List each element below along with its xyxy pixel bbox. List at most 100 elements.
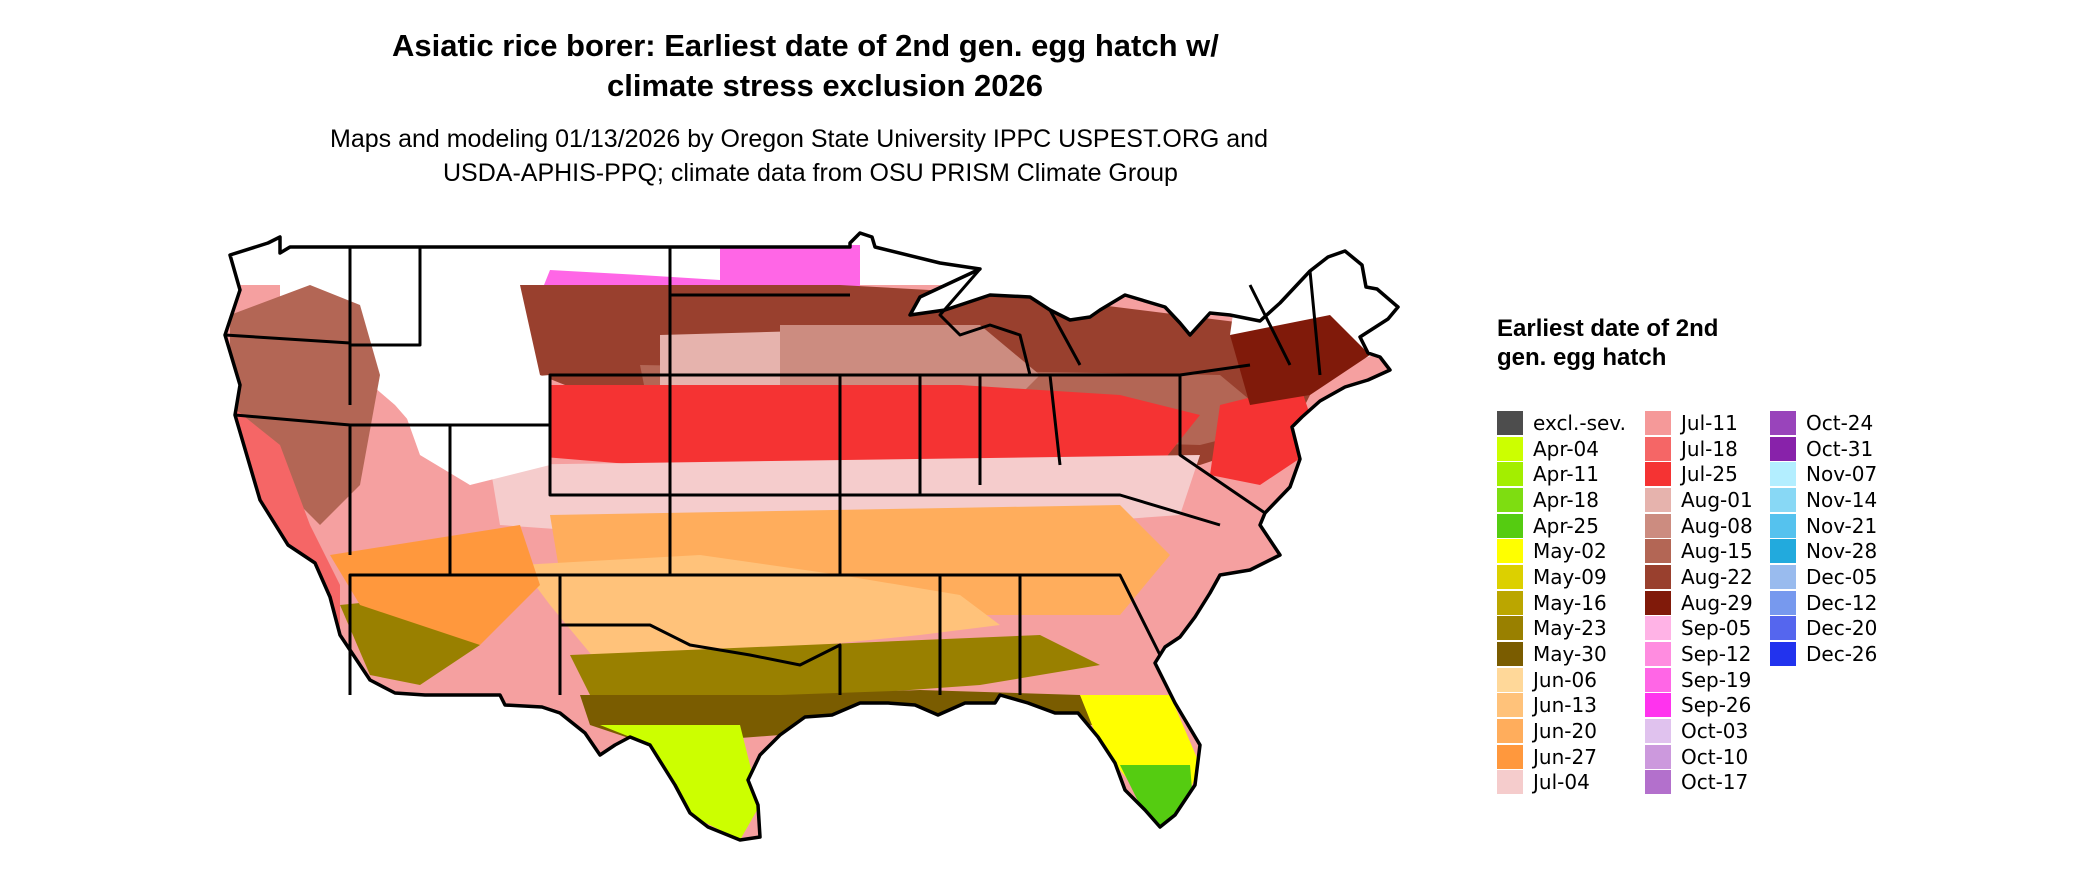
legend-label: Oct-03 — [1681, 719, 1749, 744]
legend-swatch — [1770, 436, 1796, 461]
legend-item: Sep-05 — [1645, 616, 1753, 642]
state-borders — [223, 231, 1400, 842]
legend-item: Jun-20 — [1497, 718, 1626, 744]
legend-swatch — [1770, 462, 1796, 487]
legend-label: Apr-11 — [1533, 462, 1599, 487]
legend-swatch — [1497, 719, 1523, 744]
legend-swatch — [1645, 539, 1671, 564]
legend-column: excl.-sev. Apr-04 Apr-11 Apr-18 Apr-25 May-02… — [1497, 410, 1626, 795]
us-map — [223, 231, 1400, 842]
legend-swatch — [1497, 770, 1523, 795]
legend-swatch — [1770, 410, 1796, 435]
legend-swatch — [1770, 616, 1796, 641]
legend-item: Oct-31 — [1770, 436, 1877, 462]
border-texas — [558, 575, 842, 695]
legend-swatch — [1770, 590, 1796, 615]
legend-swatch — [1645, 410, 1671, 435]
subtitle-line-1: Maps and modeling 01/13/2026 by Oregon S… — [330, 125, 1268, 153]
legend-item: Jul-04 — [1497, 770, 1626, 796]
legend-item: Aug-08 — [1645, 513, 1753, 539]
legend-swatch — [1497, 436, 1523, 461]
legend-label: Oct-31 — [1806, 436, 1874, 461]
legend-swatch — [1645, 487, 1671, 512]
legend-label: Jun-13 — [1533, 693, 1597, 718]
legend-swatch — [1770, 513, 1796, 538]
legend-swatch — [1497, 410, 1523, 435]
legend-item: Nov-14 — [1770, 487, 1877, 513]
legend-label: Dec-12 — [1806, 590, 1878, 615]
legend-item: Jul-11 — [1645, 410, 1753, 436]
legend-swatch — [1645, 693, 1671, 718]
legend-item: Dec-12 — [1770, 590, 1877, 616]
legend-item: Oct-24 — [1770, 410, 1877, 436]
legend-label: May-30 — [1533, 642, 1607, 667]
legend-swatch — [1645, 770, 1671, 795]
legend-item: Jul-18 — [1645, 436, 1753, 462]
legend-swatch — [1770, 564, 1796, 589]
legend-label: Aug-01 — [1681, 487, 1753, 512]
border-northeast — [1050, 270, 1322, 515]
legend-label: Nov-28 — [1806, 539, 1878, 564]
legend-item: Nov-07 — [1770, 461, 1877, 487]
legend-swatch — [1497, 616, 1523, 641]
legend-swatch — [1497, 462, 1523, 487]
legend-item: Sep-19 — [1645, 667, 1753, 693]
map-title: Asiatic rice borer: Earliest date of 2nd… — [290, 26, 1410, 106]
legend-label: Jul-25 — [1681, 462, 1738, 487]
legend-swatch — [1645, 667, 1671, 692]
map-subtitle: Maps and modeling 01/13/2026 by Oregon S… — [300, 122, 1420, 190]
fill-south-texas-yellow — [600, 725, 760, 840]
legend-item: Nov-28 — [1770, 538, 1877, 564]
legend-label: Apr-25 — [1533, 513, 1599, 538]
legend-item: Oct-10 — [1645, 744, 1753, 770]
border-south — [840, 493, 1221, 695]
subtitle-line-2: USDA-APHIS-PPQ; climate data from OSU PR… — [443, 159, 1178, 187]
border-nd-sd — [668, 247, 850, 375]
legend-item: Aug-22 — [1645, 564, 1753, 590]
legend-item: Nov-21 — [1770, 513, 1877, 539]
legend-label: Oct-17 — [1681, 770, 1749, 795]
legend-label: Apr-18 — [1533, 487, 1599, 512]
legend-swatch — [1497, 693, 1523, 718]
legend-swatch — [1645, 436, 1671, 461]
legend-item: Aug-15 — [1645, 538, 1753, 564]
legend-item: May-09 — [1497, 564, 1626, 590]
title-line-1: Asiatic rice borer: Earliest date of 2nd… — [392, 28, 1219, 63]
fill-texas-south — [520, 555, 1000, 675]
legend-column: Jul-11 Jul-18 Jul-25 Aug-01 Aug-08 Aug-15 Aug-… — [1645, 410, 1753, 795]
legend-label: excl.-sev. — [1533, 410, 1626, 435]
legend-item: Dec-26 — [1770, 641, 1877, 667]
legend-label: Nov-14 — [1806, 487, 1878, 512]
legend-label: Jul-18 — [1681, 436, 1738, 461]
legend-swatch — [1645, 564, 1671, 589]
legend-label: Jun-06 — [1533, 667, 1597, 692]
legend-swatch — [1497, 667, 1523, 692]
legend-swatch — [1497, 744, 1523, 769]
legend-item: Apr-11 — [1497, 461, 1626, 487]
legend-swatch — [1497, 487, 1523, 512]
legend-item: Aug-01 — [1645, 487, 1753, 513]
legend-item: May-23 — [1497, 616, 1626, 642]
legend-label: Dec-20 — [1806, 616, 1878, 641]
legend-swatch — [1645, 462, 1671, 487]
legend-column: Oct-24 Oct-31 Nov-07 Nov-14 Nov-21 Nov-28 Dec-… — [1770, 410, 1877, 667]
legend-label: Aug-15 — [1681, 539, 1753, 564]
title-line-2: climate stress exclusion 2026 — [607, 68, 1043, 103]
legend-swatch — [1497, 590, 1523, 615]
legend-label: Sep-19 — [1681, 667, 1752, 692]
legend-label: May-23 — [1533, 616, 1607, 641]
legend-label: Dec-05 — [1806, 564, 1878, 589]
legend-item: Dec-05 — [1770, 564, 1877, 590]
border-wa-or — [224, 333, 351, 345]
legend-item: Jun-13 — [1497, 693, 1626, 719]
legend-item: May-02 — [1497, 538, 1626, 564]
legend-swatch — [1497, 539, 1523, 564]
fill-east-pink — [1210, 385, 1320, 485]
legend-item: Sep-26 — [1645, 693, 1753, 719]
legend-label: May-16 — [1533, 590, 1607, 615]
legend-swatch — [1645, 719, 1671, 744]
legend-label: Dec-26 — [1806, 642, 1878, 667]
legend-item: Aug-29 — [1645, 590, 1753, 616]
legend-item: Dec-20 — [1770, 616, 1877, 642]
legend-item: May-30 — [1497, 641, 1626, 667]
